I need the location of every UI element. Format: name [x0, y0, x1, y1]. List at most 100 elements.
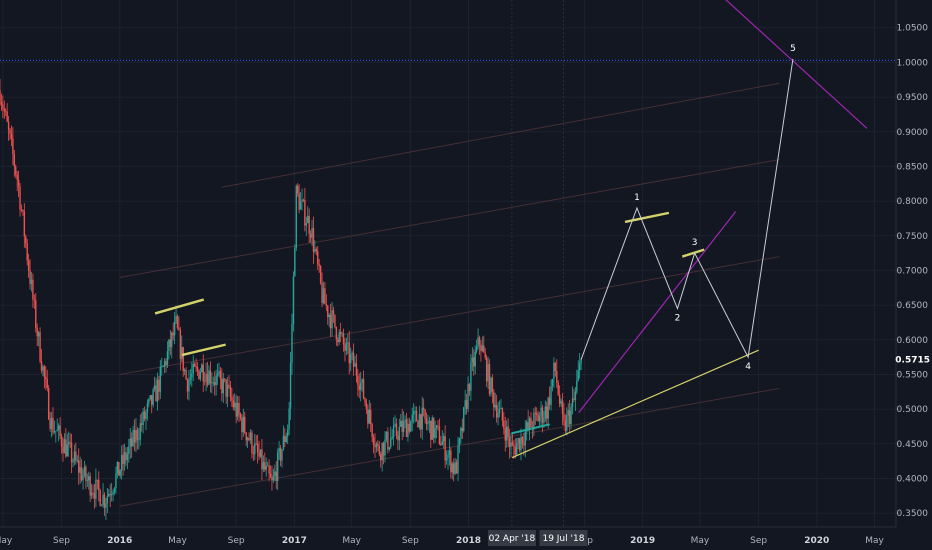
channel-line [119, 256, 780, 375]
candle-body [357, 375, 359, 385]
candle-body [564, 420, 567, 431]
candle-body [10, 133, 13, 139]
candle-body [571, 398, 574, 408]
candle-body [140, 423, 143, 425]
x-tick-label: May [691, 536, 710, 546]
candle-body [329, 314, 332, 329]
candle-body [122, 454, 124, 464]
candle-body [359, 382, 362, 391]
candle-body [139, 423, 141, 440]
x-tick-label: Sep [402, 536, 419, 546]
candle-body [291, 323, 293, 363]
candle-body [133, 430, 136, 443]
candle-body [176, 315, 179, 329]
candle-body [368, 409, 370, 424]
candle-body [146, 403, 149, 413]
candle-body [495, 404, 498, 418]
candle-body [411, 414, 413, 422]
candle-body [467, 384, 469, 409]
candle-body [88, 476, 90, 481]
candle-body [116, 461, 119, 474]
candle-body [478, 337, 481, 345]
candle-body [181, 347, 183, 359]
candle-body [166, 351, 169, 366]
y-tick-label: 0.4500 [897, 440, 929, 450]
candle-body [348, 342, 350, 364]
candle-body [3, 108, 5, 112]
candle-body [155, 385, 157, 402]
candle-body [405, 419, 408, 438]
last-price-tag [898, 352, 932, 367]
x-tick-label: 2019 [630, 536, 655, 546]
candle-body [397, 435, 399, 441]
candle-body [504, 428, 506, 441]
candle-body [30, 279, 33, 284]
candle-body [431, 417, 433, 440]
candle-body [480, 344, 482, 351]
wave-projection: 1 2 3 4 5 [580, 44, 796, 372]
x-tick-label: May [168, 536, 187, 546]
candle-body [332, 310, 335, 315]
y-tick-label: 0.3500 [897, 509, 929, 519]
candle-body [202, 364, 204, 382]
candle-body [354, 363, 356, 367]
candle-body [96, 479, 99, 481]
candle-body [225, 379, 227, 397]
candle-body [505, 426, 508, 441]
candle-body [349, 354, 352, 364]
yellow-level-segment [681, 248, 705, 258]
candle-body [392, 425, 395, 437]
candle-body [530, 418, 532, 428]
candle-body [175, 315, 177, 322]
candle-body [216, 373, 219, 376]
candle-body [451, 463, 453, 473]
candle-body [319, 266, 322, 283]
candle-body [497, 413, 499, 418]
candle-body [324, 288, 326, 305]
candle-body [249, 432, 252, 441]
candle-body [299, 201, 302, 210]
candle-body [556, 371, 558, 383]
candle-body [158, 379, 160, 392]
candle-body [521, 436, 524, 444]
candle-body [526, 422, 528, 432]
candle-body [551, 378, 554, 387]
candle-body [40, 361, 43, 371]
candle-body [335, 327, 338, 340]
candle-body [367, 409, 369, 424]
candle-body [89, 476, 91, 496]
price-axis[interactable]: 1.0500 1.0000 0.9500 0.9000 0.8500 0.8000 0.75… [895, 0, 932, 527]
candle-body [461, 427, 464, 432]
candle-body [468, 384, 471, 391]
candle-body [434, 428, 436, 438]
candle-body [314, 249, 316, 252]
candle-body [165, 360, 167, 366]
candle-body [523, 443, 525, 446]
y-tick-label: 0.8000 [897, 197, 929, 207]
candle-body [544, 406, 547, 418]
candle-body [143, 411, 146, 420]
candle-body [33, 299, 36, 301]
candle-body [159, 366, 162, 392]
candle-body [264, 462, 266, 470]
x-tick-label: 2020 [804, 536, 829, 546]
candle-body [206, 373, 209, 385]
candle-body [229, 386, 232, 397]
candle-body [102, 494, 104, 506]
last-price-label: 0.5715 [895, 356, 930, 366]
candle-body [414, 410, 416, 412]
candle-body [62, 446, 64, 454]
trend-line-magenta-up [578, 211, 737, 413]
candle-body [123, 452, 126, 464]
candle-body [276, 452, 279, 481]
candle-body [110, 494, 113, 496]
time-axis[interactable]: May Sep 2016 May Sep 2017 May Sep 2018 Sep 2019 May… [0, 526, 932, 550]
candle-body [69, 442, 71, 443]
x-tick-label: 2017 [282, 536, 307, 546]
candle-body [301, 199, 303, 202]
candle-body [337, 339, 339, 342]
candle-body [325, 304, 328, 306]
candle-body [169, 339, 172, 348]
date-marker-label: 02 Apr '18 [489, 534, 536, 544]
